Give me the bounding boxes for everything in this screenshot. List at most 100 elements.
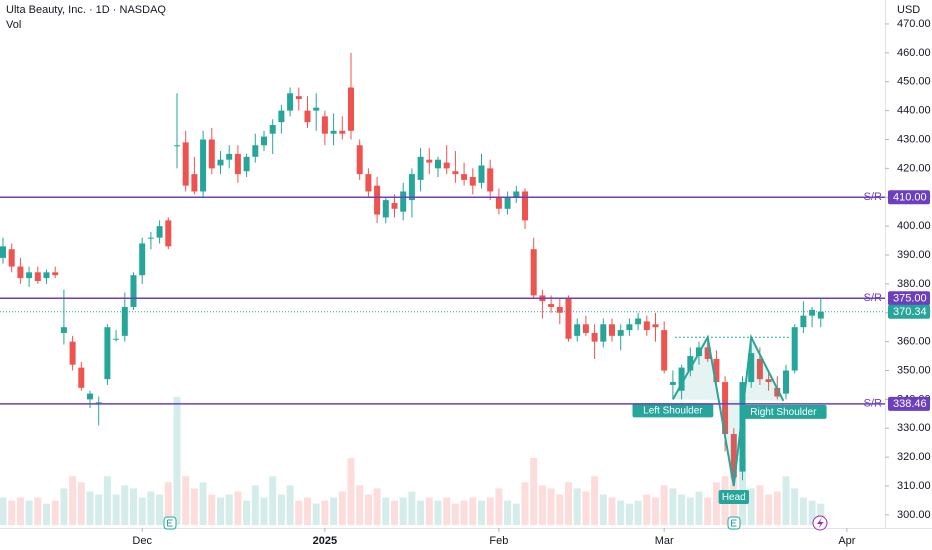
x-tick-label: 2025 [313, 535, 337, 547]
candle-body [400, 191, 407, 212]
candle-body [452, 171, 459, 175]
candle-body [130, 275, 137, 307]
candle-body [34, 272, 41, 281]
volume-bar [382, 497, 390, 525]
candle-body [217, 159, 224, 166]
last-price-label: 370.34 [893, 306, 927, 318]
volume-bar [451, 503, 459, 525]
y-tick-label: 400.00 [897, 220, 931, 232]
volume-bar [495, 488, 503, 525]
candle-body [434, 159, 441, 169]
y-tick-label: 350.00 [897, 364, 931, 376]
y-tick-label: 460.00 [897, 47, 931, 59]
candle-body [104, 327, 111, 380]
volume-bar [103, 476, 111, 525]
volume-bar [599, 494, 607, 525]
volume-bar [399, 497, 407, 525]
level-value-box [888, 396, 930, 411]
candle-body [722, 382, 729, 435]
last-price-box [888, 304, 930, 319]
y-tick-label: 470.00 [897, 18, 931, 30]
volume-bar [704, 497, 712, 525]
candle-body [365, 174, 372, 192]
candle-body [582, 324, 589, 333]
volume-bar [321, 500, 329, 525]
candle-body [809, 309, 816, 316]
volume-bar [669, 488, 677, 525]
y-tick-label: 440.00 [897, 105, 931, 117]
y-tick-label: 310.00 [897, 480, 931, 492]
volume-bar [417, 500, 425, 525]
candle-body [139, 243, 146, 276]
candle-body [26, 272, 33, 279]
volume-bar [530, 457, 538, 525]
candle-body [478, 165, 485, 183]
candle-body [313, 107, 320, 111]
candle-body [208, 139, 215, 169]
volume-bar [695, 491, 703, 525]
y-tick-label: 330.00 [897, 422, 931, 434]
x-tick-label: Apr [838, 535, 855, 547]
candle-body [321, 116, 328, 134]
volume-bar [756, 485, 764, 525]
pattern-label-box [632, 403, 714, 418]
candle-body [52, 272, 59, 276]
volume-bar [486, 497, 494, 525]
volume-bar [338, 491, 346, 525]
candle-body [565, 298, 572, 339]
candle-body [87, 393, 94, 400]
candle-body [330, 130, 337, 134]
volume-bar [634, 500, 642, 525]
x-tick-label: Feb [489, 535, 508, 547]
candle-body [347, 87, 354, 131]
volume-bar [190, 488, 198, 525]
volume-bar [547, 488, 555, 525]
volume-bar [712, 482, 720, 525]
level-label: S/R [864, 398, 882, 410]
candle-body [487, 168, 494, 192]
candle-body [461, 174, 468, 180]
candle-body [43, 272, 50, 279]
volume-bar [216, 497, 224, 525]
volume-bar [303, 497, 311, 525]
volume-bar [564, 482, 572, 525]
level-value-label: 410.00 [893, 192, 927, 204]
level-value-label: 338.46 [893, 398, 927, 410]
candle-body [0, 246, 7, 258]
candle-body [800, 315, 807, 328]
volume-bar [625, 503, 633, 525]
volume-bar [156, 494, 164, 525]
candle-body [8, 249, 15, 267]
candle-body [626, 324, 633, 331]
candle-body [295, 96, 302, 100]
volume-bar [269, 476, 277, 525]
candle-body [669, 382, 676, 385]
candle-body [374, 185, 381, 215]
volume-bar [808, 500, 816, 525]
volume-bar [234, 491, 242, 525]
level-value-label: 375.00 [893, 293, 927, 305]
volume-bar [251, 485, 259, 525]
volume-bar [443, 497, 451, 525]
pattern-fill [672, 337, 784, 487]
y-tick-label: 360.00 [897, 336, 931, 348]
candle-body [765, 379, 772, 383]
candle-body [678, 367, 685, 391]
pattern-label-box [718, 490, 749, 505]
chart-title: Ulta Beauty, Inc. · 1D · NASDAQ [6, 4, 166, 16]
volume-bar [773, 491, 781, 525]
candle-body [174, 145, 180, 147]
y-tick-label: 430.00 [897, 133, 931, 145]
volume-bar [164, 482, 172, 525]
level-value-box [888, 291, 930, 306]
level-label: S/R [864, 292, 882, 304]
candle-body [382, 200, 389, 218]
candle-body [78, 367, 85, 388]
candle-body [704, 347, 711, 359]
y-tick-label: 300.00 [897, 509, 931, 521]
earnings-icon [727, 516, 741, 530]
y-tick-label: 380.00 [897, 278, 931, 290]
volume-bar [0, 497, 7, 525]
volume-bar [43, 503, 51, 525]
candle-body [165, 220, 172, 247]
